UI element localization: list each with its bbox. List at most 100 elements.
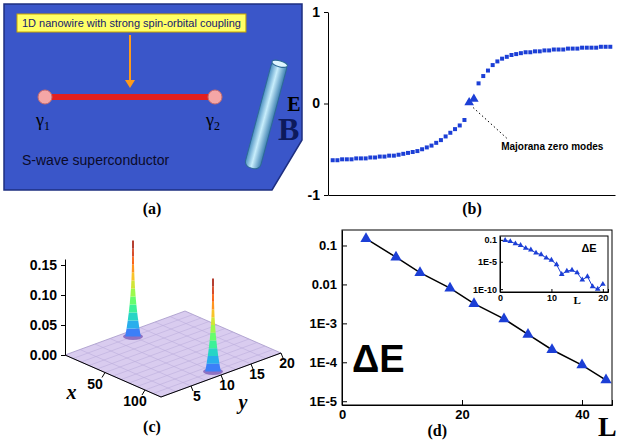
peak-band xyxy=(211,310,214,318)
peak-band xyxy=(132,257,134,265)
tick: 0.05 xyxy=(30,317,65,333)
data-point xyxy=(458,123,462,127)
tick-label: 15 xyxy=(249,366,265,382)
peak-band xyxy=(128,313,138,321)
series-line xyxy=(505,240,603,289)
surface-floor xyxy=(65,311,281,397)
data-point xyxy=(390,251,401,261)
data-point xyxy=(360,232,371,242)
tick: 20 xyxy=(455,400,469,422)
data-point xyxy=(509,53,513,57)
panel-a: 1D nanowire with strong spin-orbital cou… xyxy=(4,4,302,190)
peak-band xyxy=(132,265,134,273)
tick-mark xyxy=(342,323,347,324)
tick-label: 0.15 xyxy=(30,257,57,273)
panel-d: 1E-51E-41E-30.010.102040 xyxy=(310,230,613,422)
data-point xyxy=(557,48,561,52)
data-point xyxy=(604,45,608,49)
floor-grid-line xyxy=(140,328,236,370)
substrate-label: S-wave superconductor xyxy=(22,152,169,168)
tick: 1E-5 xyxy=(478,257,503,267)
data-point xyxy=(528,247,534,252)
inset-x-title: L xyxy=(573,294,580,306)
peak-band xyxy=(212,286,214,294)
tick-label: 100 xyxy=(123,393,147,409)
x-axis-title: x xyxy=(65,381,76,403)
data-point xyxy=(411,150,415,154)
data-point xyxy=(354,156,358,160)
data-point xyxy=(518,242,524,247)
field-cylinder-top xyxy=(271,59,288,69)
superconductor-slab xyxy=(4,4,302,190)
data-point xyxy=(350,157,354,161)
inset-y-title: ΔE xyxy=(581,242,596,254)
floor-grid-line xyxy=(110,339,206,381)
tick: 0 xyxy=(498,289,503,303)
tick-label: 0 xyxy=(339,407,346,422)
tick-mark xyxy=(61,355,65,356)
tick: 1E-4 xyxy=(310,355,347,370)
data-point xyxy=(469,93,479,101)
data-point xyxy=(608,45,612,49)
pointer-arrow-head xyxy=(125,80,135,88)
data-point xyxy=(554,261,560,266)
data-point xyxy=(528,50,532,54)
panel-label: (c) xyxy=(143,418,161,436)
tick: 0.1 xyxy=(319,238,347,253)
data-point xyxy=(468,297,479,307)
data-point xyxy=(373,155,377,159)
tick-label: 10 xyxy=(219,377,235,393)
plot-area xyxy=(502,237,605,291)
data-point xyxy=(331,158,335,162)
data-point xyxy=(414,266,425,276)
tick: 20 xyxy=(598,289,608,303)
data-point xyxy=(420,147,424,151)
y-axis: 1E-51E-41E-30.010.1 xyxy=(310,231,347,409)
data-point xyxy=(538,251,544,256)
data-point xyxy=(368,155,372,159)
y-axis-line xyxy=(342,231,343,406)
data-point xyxy=(514,52,518,56)
tick-mark xyxy=(342,284,347,285)
data-point xyxy=(585,273,591,278)
tick-label: -1 xyxy=(308,187,321,203)
x-axis-line xyxy=(343,400,613,406)
data-point xyxy=(600,374,611,384)
tick-mark xyxy=(324,12,328,13)
peak-band xyxy=(208,348,218,356)
data-point xyxy=(444,282,455,292)
peak-band xyxy=(131,281,135,289)
data-point xyxy=(576,359,587,369)
data-point xyxy=(498,312,509,322)
y-axis-line xyxy=(500,237,501,293)
majorana-end xyxy=(38,90,52,104)
y-axis: -101 xyxy=(308,4,329,203)
tick-label: 50 xyxy=(87,376,103,392)
wire-label-box xyxy=(17,14,246,32)
data-point xyxy=(559,271,565,276)
data-point xyxy=(590,283,596,288)
tick-mark xyxy=(500,240,503,241)
floor-grid-line xyxy=(80,350,176,392)
x-axis-line xyxy=(501,289,609,293)
data-point xyxy=(543,255,549,260)
y-axis-line xyxy=(161,353,281,397)
peak-band xyxy=(131,273,134,281)
plot-background xyxy=(500,236,608,292)
peak-band xyxy=(210,325,215,333)
majorana-end xyxy=(208,90,222,104)
data-point xyxy=(425,145,429,149)
data-point xyxy=(382,155,386,159)
floor-grid-line xyxy=(113,332,233,376)
tick-mark xyxy=(324,195,328,196)
data-point xyxy=(477,81,481,85)
data-point xyxy=(533,250,539,255)
data-point xyxy=(599,45,603,49)
data-point xyxy=(502,237,508,242)
plot-area xyxy=(331,45,613,162)
tick: -1 xyxy=(308,187,328,203)
tick-label: 0.01 xyxy=(312,277,337,292)
end-label: γ2 xyxy=(205,110,220,133)
tick-mark xyxy=(582,400,583,405)
y-axis: 5101520 xyxy=(161,353,295,404)
